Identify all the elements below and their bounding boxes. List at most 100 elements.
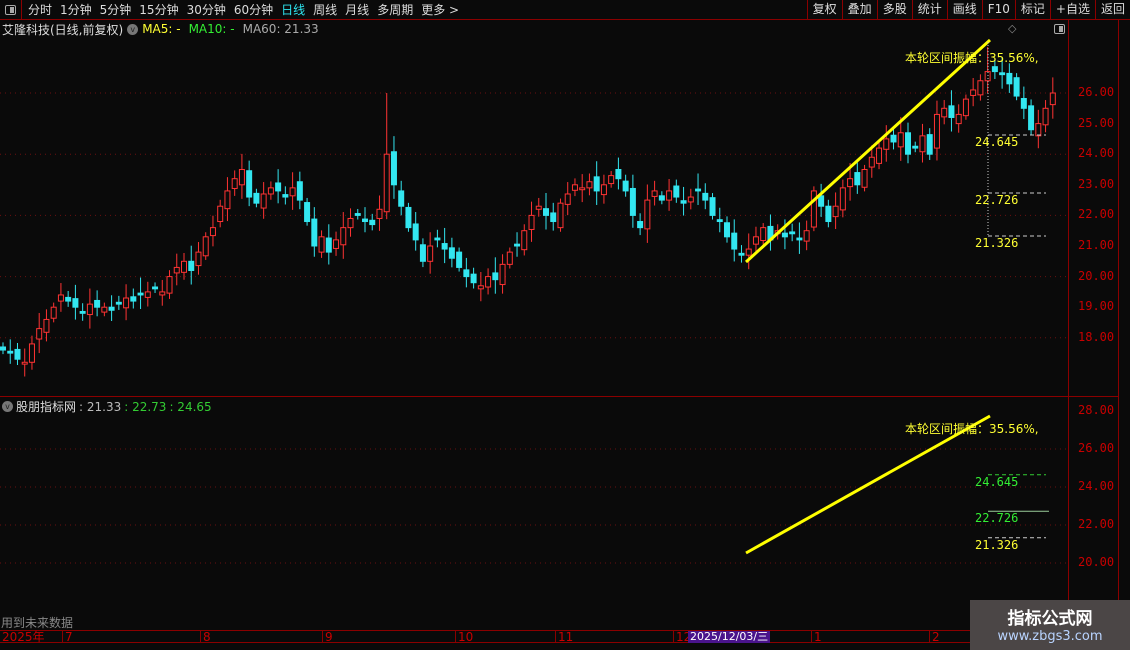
period-tab[interactable]: 月线	[345, 3, 370, 17]
candle-down	[724, 222, 730, 238]
price-axis-divider	[1068, 20, 1069, 630]
price-label: 26.00	[1078, 85, 1115, 99]
toolbar-button[interactable]: 统计	[911, 0, 947, 20]
candle-down	[94, 299, 101, 308]
kline-chart[interactable]	[0, 0, 1068, 630]
time-label: 2025年	[2, 630, 45, 644]
period-tab[interactable]: 5分钟	[99, 3, 132, 17]
watermark-url: www.zbgs3.com	[997, 629, 1103, 644]
ma5-value: MA5: -	[142, 22, 181, 36]
candle-up	[803, 230, 810, 242]
panel-toggle-icon[interactable]	[1054, 24, 1065, 34]
candle-down	[14, 348, 21, 360]
period-tab[interactable]: 60分钟	[233, 3, 274, 17]
period-tab[interactable]: 15分钟	[139, 3, 179, 17]
candle-up	[101, 306, 108, 313]
toolbar-button[interactable]: 复权	[806, 0, 842, 20]
ma10-value: MA10: -	[188, 22, 235, 36]
candle-down	[456, 251, 463, 268]
candle-down	[999, 72, 1006, 76]
candle-up	[289, 187, 296, 197]
candle-up	[499, 263, 506, 286]
period-tab[interactable]: 多周期	[377, 3, 414, 17]
candle-up	[1049, 92, 1056, 106]
candle-up	[571, 184, 578, 191]
candle-up	[941, 107, 948, 118]
chart-info-bar: 艾隆科技(日线,前复权) v MA5: - MA10: - MA60: 21.3…	[2, 21, 319, 37]
candle-down	[130, 296, 137, 302]
price-label: 18.00	[1078, 329, 1115, 344]
candle-up	[521, 230, 528, 251]
candle-down	[593, 176, 600, 192]
candle-down	[108, 306, 115, 311]
candle-down	[1028, 105, 1035, 131]
candle-up	[1042, 107, 1049, 126]
indicator-level-mid: 22.726	[975, 511, 1019, 525]
candle-up	[832, 205, 839, 218]
candle-up	[36, 328, 43, 340]
right-panel-divider	[1118, 20, 1119, 630]
candle-down	[448, 247, 455, 259]
trend-line	[744, 38, 992, 264]
candle-up	[340, 227, 347, 246]
period-tab[interactable]: 1分钟	[60, 3, 92, 17]
candle-down	[65, 296, 72, 302]
period-tab[interactable]: 更多 >	[421, 3, 460, 17]
toolbar-button[interactable]: F10	[981, 0, 1015, 20]
price-label: 23.00	[1078, 176, 1115, 191]
toolbar-button[interactable]: 叠加	[841, 0, 877, 20]
period-tab[interactable]: 日线	[281, 3, 306, 17]
candle-down	[441, 243, 448, 250]
ma60-value: MA60: 21.33	[242, 22, 319, 36]
time-axis[interactable]: 2025年 7 8 9 10 11 12 1 2 2025/12/03/三	[0, 630, 1130, 643]
chevron-down-icon[interactable]: v	[127, 23, 139, 35]
candle-down	[680, 200, 687, 204]
period-tab[interactable]: 周线	[313, 3, 338, 17]
candle-up	[608, 175, 615, 185]
candle-up	[868, 156, 875, 168]
candle-down	[79, 310, 86, 314]
candle-down	[637, 221, 644, 229]
candle-up	[318, 236, 325, 253]
candle-down	[615, 169, 622, 180]
candle-down	[514, 243, 521, 247]
candle-down	[854, 172, 861, 186]
panel-toggle-icon	[5, 4, 16, 15]
candle-down	[912, 145, 919, 149]
sidebar-toggle-button[interactable]	[0, 0, 22, 20]
diamond-icon[interactable]: ◇	[1008, 22, 1017, 35]
toolbar-button[interactable]: 多股	[876, 0, 912, 20]
candle-down	[709, 197, 716, 216]
candle-down	[246, 170, 253, 198]
candle-down	[282, 194, 289, 198]
candle-up	[977, 80, 984, 96]
candle-up	[506, 251, 513, 265]
candle-up	[21, 361, 28, 365]
candle-down	[354, 213, 361, 216]
candle-up	[383, 153, 390, 213]
price-label: 21.00	[1078, 238, 1115, 252]
candle-up	[752, 236, 759, 245]
candle-down	[1013, 77, 1020, 97]
period-tab[interactable]: 30分钟	[186, 3, 226, 17]
candle-up	[347, 217, 354, 229]
candle-up	[86, 303, 93, 316]
candle-down	[731, 232, 738, 250]
candle-down	[362, 218, 368, 223]
chevron-down-icon[interactable]: v	[2, 401, 13, 412]
indicator-level-high: 24.645	[975, 475, 1019, 489]
pane-divider[interactable]	[0, 396, 1118, 397]
candle-down	[948, 105, 955, 118]
candle-up	[557, 202, 564, 229]
candle-down	[419, 244, 426, 262]
candle-down	[543, 208, 549, 216]
toolbar-button[interactable]: 标记	[1014, 0, 1050, 20]
candle-down	[296, 181, 303, 201]
period-tab[interactable]: 分时	[28, 3, 53, 17]
candle-down	[991, 66, 998, 73]
toolbar-button[interactable]: +自选	[1049, 0, 1095, 20]
candle-down	[629, 187, 636, 216]
candle-up	[173, 266, 180, 274]
toolbar-button[interactable]: 返回	[1094, 0, 1130, 20]
toolbar-button[interactable]: 画线	[946, 0, 982, 20]
